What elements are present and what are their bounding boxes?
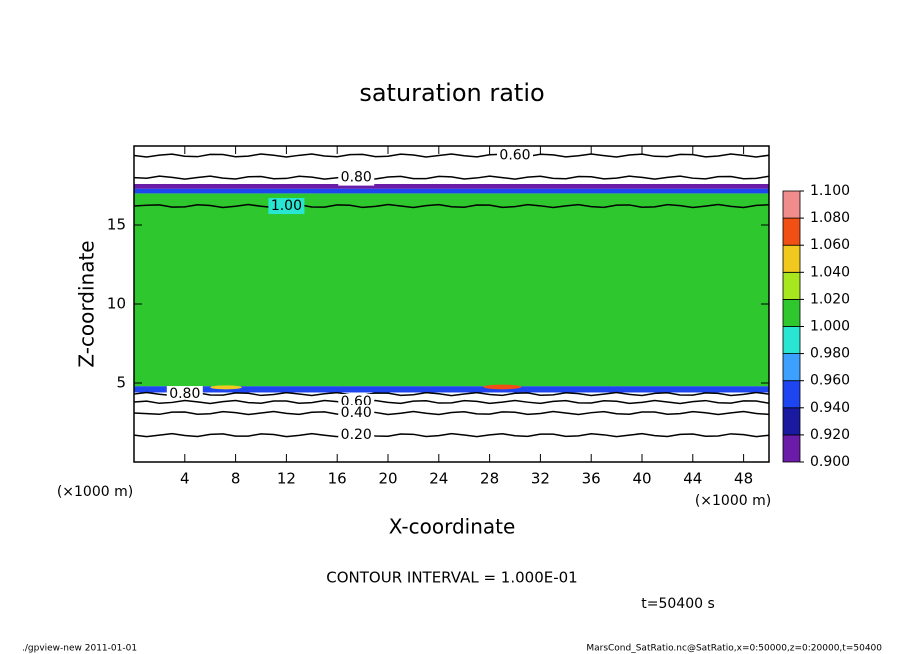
- colorbar-tick-label: 1.080: [810, 210, 850, 226]
- contour-line: [133, 153, 770, 158]
- contour-line: [133, 391, 770, 397]
- contour-label: 0.80: [169, 386, 200, 402]
- colorbar-swatch: [782, 271, 801, 300]
- hotspot: [483, 384, 522, 390]
- colorbar-tick-label: 0.980: [810, 346, 850, 362]
- contour-label-bg: [338, 427, 375, 444]
- contour-line: [133, 175, 770, 180]
- colorbar-tick-label: 1.040: [810, 264, 850, 280]
- colorbar-swatch: [782, 353, 801, 382]
- x-tick-label: 28: [480, 470, 499, 488]
- colorbar-swatch: [782, 190, 801, 219]
- chart-title: saturation ratio: [359, 79, 544, 107]
- field-band: [134, 386, 769, 393]
- field-band: [134, 392, 769, 462]
- colorbar-tick-label: 0.940: [810, 400, 850, 416]
- x-tick-label: 40: [632, 470, 651, 488]
- contour-line: [133, 203, 770, 209]
- contour-label: 0.40: [341, 405, 372, 421]
- hotspot: [210, 385, 242, 390]
- x-tick-label: 12: [277, 470, 296, 488]
- x-tick-label: 24: [429, 470, 448, 488]
- colorbar-tick-label: 1.100: [810, 183, 850, 199]
- x-tick-label: 44: [683, 470, 702, 488]
- colorbar-swatch: [782, 326, 801, 355]
- contour-label-bg: [338, 169, 375, 186]
- colorbar-swatch: [782, 217, 801, 246]
- contour-label: 0.80: [341, 170, 372, 186]
- contour-label: 0.60: [499, 147, 530, 163]
- colorbar-tick-label: 1.060: [810, 237, 850, 253]
- x-tick-label: 20: [378, 470, 397, 488]
- colorbar-tick-label: 1.020: [810, 291, 850, 307]
- y-axis-label: Z-coordinate: [75, 240, 99, 367]
- x-tick-label: 36: [582, 470, 601, 488]
- colorbar-tick-label: 0.900: [810, 454, 850, 470]
- colorbar-tick-label: 0.920: [810, 427, 850, 443]
- field-band: [134, 188, 769, 194]
- contour-label-bg: [166, 386, 203, 403]
- contour-interval: CONTOUR INTERVAL = 1.000E-01: [326, 569, 577, 587]
- footer-right: MarsCond_SatRatio.nc@SatRatio,x=0:50000,…: [586, 644, 882, 654]
- y-tick-label: 5: [116, 374, 126, 392]
- colorbar-swatch: [782, 298, 801, 327]
- footer-left: ./gpview-new 2011-01-01: [22, 644, 137, 654]
- colorbar-tick-label: 1.000: [810, 319, 850, 335]
- field-band: [134, 183, 769, 189]
- contour-line: [133, 432, 770, 438]
- y-tick-label: 10: [107, 295, 126, 313]
- x-tick-label: 48: [734, 470, 753, 488]
- x-tick-label: 16: [328, 470, 347, 488]
- time-label: t=50400 s: [641, 596, 715, 612]
- field-band: [134, 193, 769, 387]
- contour-line: [133, 399, 770, 405]
- colorbar-swatch: [782, 244, 801, 273]
- contour-label-bg: [338, 405, 375, 422]
- contour-label-bg: [497, 147, 533, 164]
- x-unit: (×1000 m): [695, 493, 771, 509]
- contour-label: 1.00: [271, 198, 302, 214]
- contour-label: 0.20: [341, 427, 372, 443]
- x-tick-label: 32: [531, 470, 550, 488]
- contour-label-bg: [268, 198, 305, 215]
- colorbar-tick-label: 0.960: [810, 373, 850, 389]
- colorbar-swatch: [782, 434, 801, 463]
- x-tick-label: 4: [180, 470, 190, 488]
- colorbar-swatch: [782, 407, 801, 436]
- colorbar-swatch: [782, 380, 801, 409]
- contour-line: [133, 410, 770, 416]
- y-tick-label: 15: [107, 216, 126, 234]
- x-tick-label: 8: [231, 470, 241, 488]
- x-axis-label: X-coordinate: [389, 515, 516, 539]
- y-unit: (×1000 m): [57, 484, 133, 500]
